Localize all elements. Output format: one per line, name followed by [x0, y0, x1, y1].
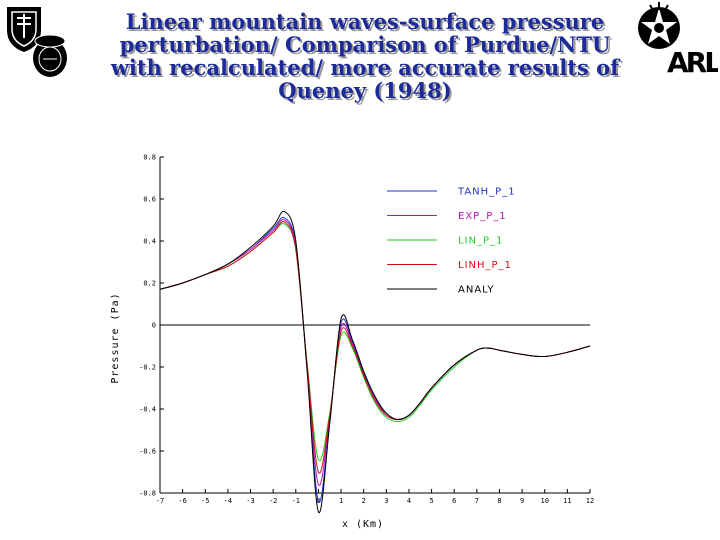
- x-axis-ticks: -7 -6 -5 -4 -3 -2 -1 0 1 2 3 4 5 6 7 8 9 10 11 12: [156, 489, 594, 505]
- legend-label-linh-p-1: LINH_P_1: [458, 260, 512, 271]
- y-axis-ticks: -0.8 -0.6 -0.4 -0.2 0 0.2 0.4 0.6 0.8: [139, 154, 164, 498]
- x-tick-label: 10: [541, 497, 549, 505]
- y-tick-label: -0.2: [139, 364, 156, 372]
- title-line-1: Linear mountain waves-surface pressure: [125, 9, 605, 34]
- x-tick-label: 6: [452, 497, 456, 505]
- title-line-4: Queney (1948): [278, 78, 452, 103]
- x-tick-label: 11: [563, 497, 571, 505]
- chart-legend: TANH_P_1 EXP_P_1 LIN_P_1 LINH_P_1 ANALY: [387, 187, 516, 296]
- series-line-linh-p-1: [159, 221, 591, 474]
- y-tick-label: 0: [152, 322, 156, 330]
- x-tick-label: 4: [407, 497, 411, 505]
- title-line-2: perturbation/ Comparison of Purdue/NTU: [119, 32, 611, 57]
- x-tick-label: -5: [201, 497, 209, 505]
- x-tick-label: 3: [384, 497, 388, 505]
- series-lines: [159, 210, 591, 514]
- x-tick-label: -2: [269, 497, 277, 505]
- series-line-analy: [159, 210, 591, 514]
- x-tick-label: -3: [246, 497, 254, 505]
- y-tick-label: 0.6: [143, 196, 156, 204]
- y-axis-title: Pressure (Pa): [110, 292, 121, 383]
- x-tick-label: -7: [156, 497, 164, 505]
- y-tick-label: -0.6: [139, 448, 156, 456]
- series-line-tanh-p-1: [159, 216, 591, 503]
- x-tick-label: 5: [429, 497, 433, 505]
- x-tick-label: -4: [224, 497, 232, 505]
- slide-title: Linear mountain waves-surface pressure p…: [92, 10, 638, 102]
- x-tick-label: 9: [520, 497, 524, 505]
- x-tick-label: 7: [475, 497, 479, 505]
- x-tick-label: 12: [586, 497, 594, 505]
- x-tick-label: -1: [292, 497, 300, 505]
- x-tick-label: 2: [362, 497, 366, 505]
- legend-label-tanh-p-1: TANH_P_1: [457, 187, 516, 198]
- title-line-3: with recalculated/ more accurate results…: [110, 55, 620, 80]
- shield-logo-icon: [7, 7, 41, 52]
- series-line-lin-p-1: [159, 223, 591, 462]
- seal-logo-icon: [33, 34, 67, 77]
- arl-logo-icon: ARL: [667, 46, 718, 76]
- legend-label-exp-p-1: EXP_P_1: [458, 211, 507, 222]
- x-tick-label: 1: [339, 497, 343, 505]
- legend-label-analy: ANALY: [458, 285, 495, 296]
- y-tick-label: 0.4: [143, 238, 156, 246]
- series-line-exp-p-1: [159, 218, 591, 486]
- arl-logo-text: ARL: [667, 46, 718, 76]
- x-tick-label: 8: [497, 497, 501, 505]
- y-tick-label: -0.8: [139, 490, 156, 498]
- y-tick-label: -0.4: [139, 406, 156, 414]
- y-tick-label: 0.2: [143, 280, 156, 288]
- legend-label-lin-p-1: LIN_P_1: [458, 236, 503, 247]
- x-axis-title: x (Km): [342, 519, 384, 530]
- x-tick-label: -6: [178, 497, 186, 505]
- y-tick-label: 0.8: [143, 154, 156, 162]
- star-emblem-icon: [638, 2, 680, 49]
- plot-frame: [159, 157, 590, 494]
